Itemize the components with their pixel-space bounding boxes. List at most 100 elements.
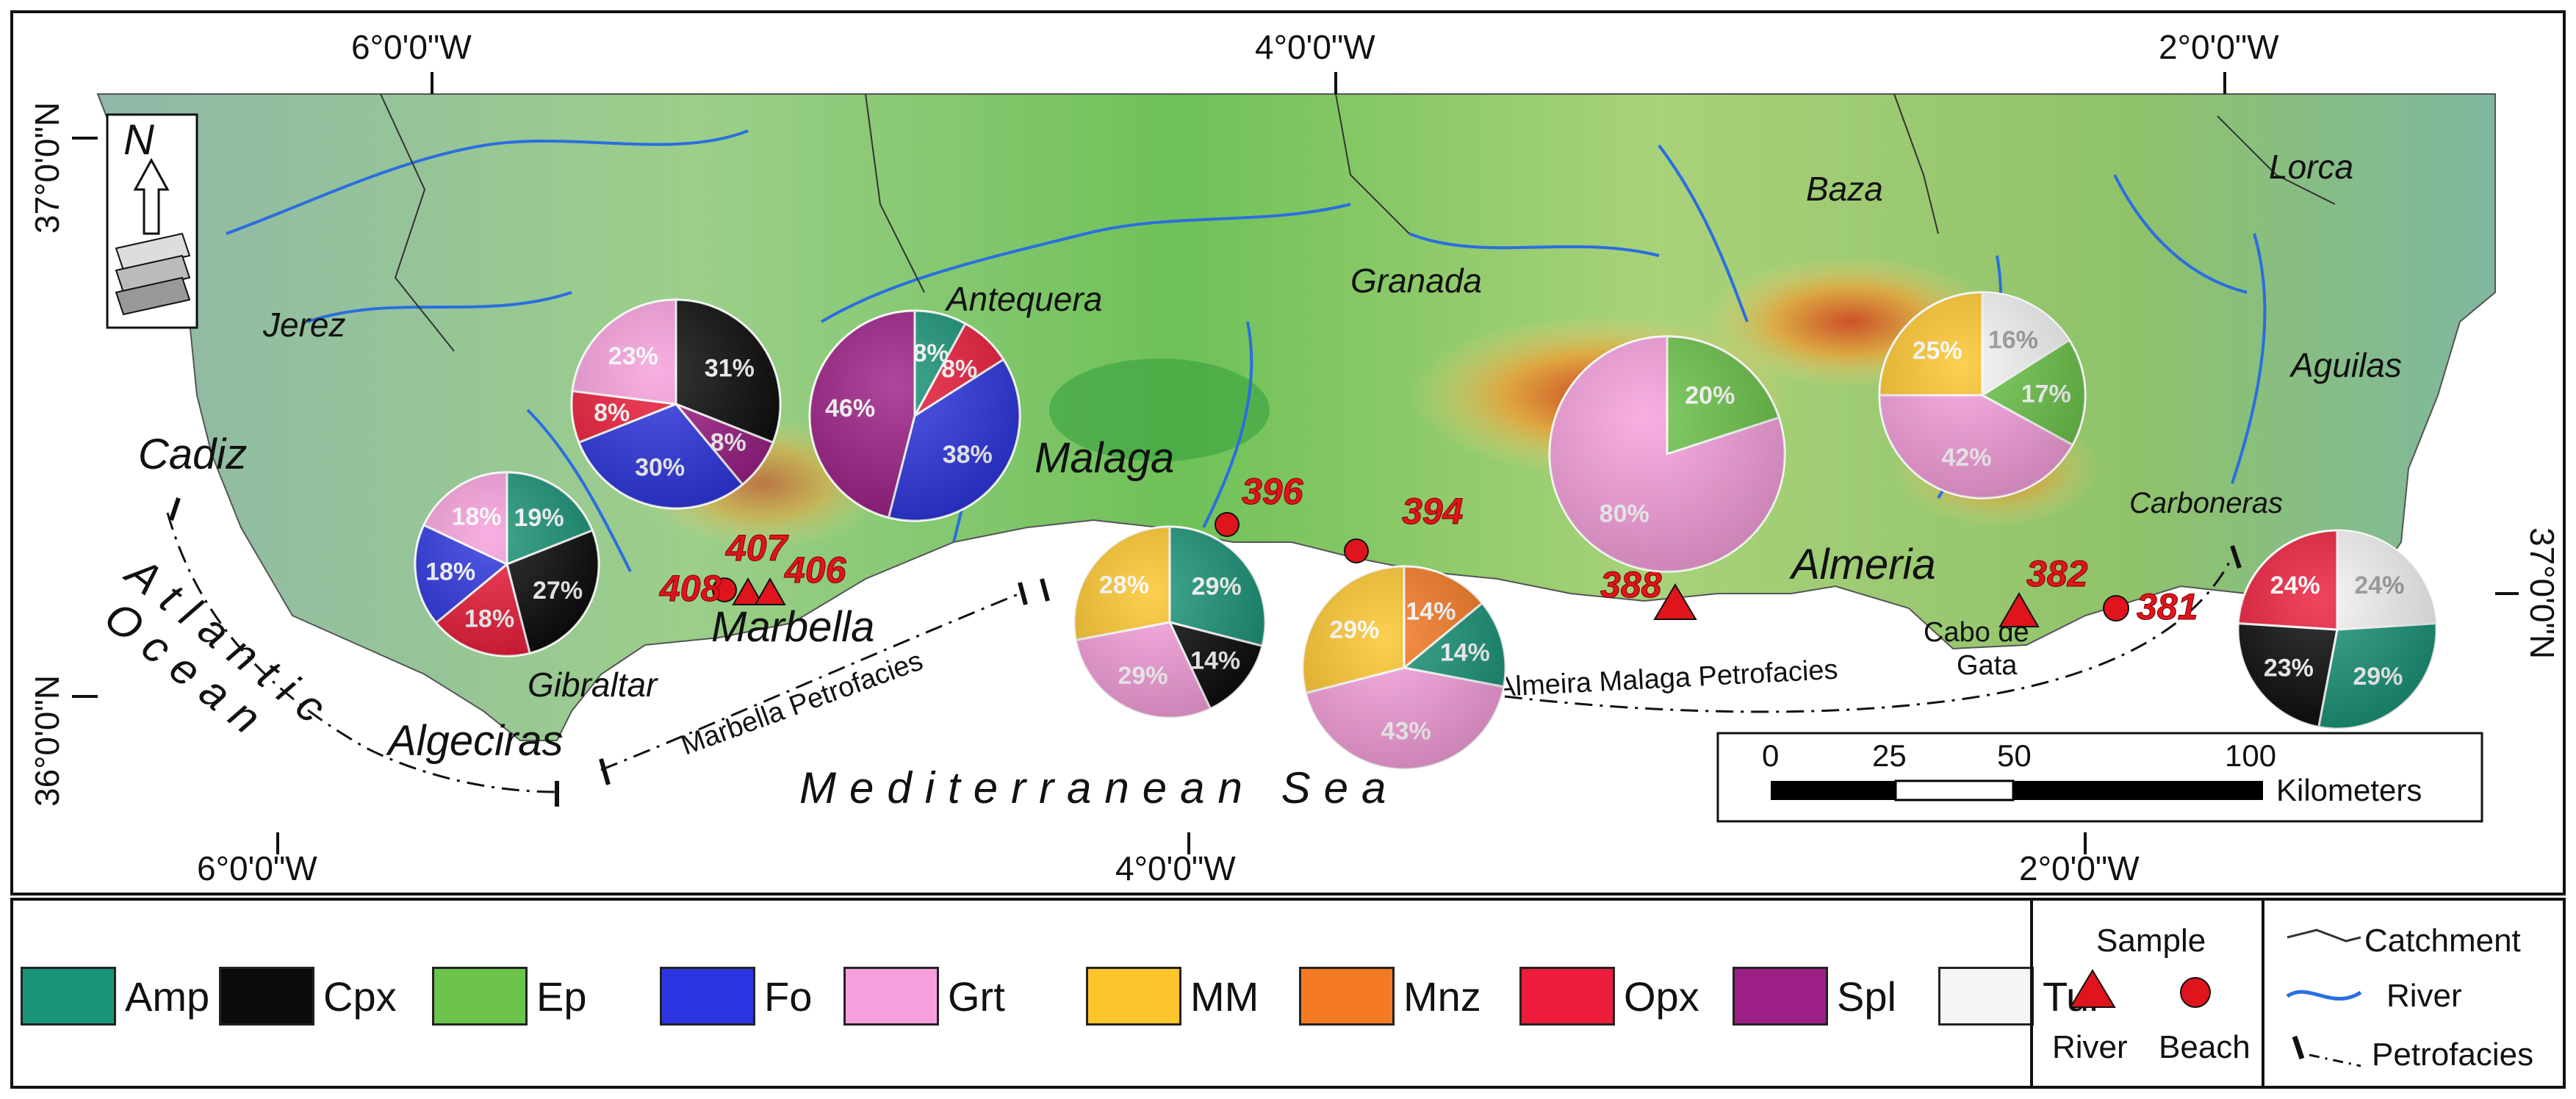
legend-label-ep: Ep: [536, 973, 587, 1020]
pie-7-label-ep: 17%: [2021, 380, 2071, 408]
pie-1-label-opx: 18%: [464, 605, 514, 633]
north-arrow: N: [106, 113, 198, 329]
beach-marker-408[interactable]: [712, 577, 737, 602]
legend-sample-title: Sample: [2096, 923, 2206, 959]
river-marker-406[interactable]: [754, 577, 786, 605]
pie-6-label-grt: 80%: [1600, 500, 1649, 527]
river-marker-382[interactable]: [1998, 592, 2040, 627]
legend-item-grt: Grt: [843, 967, 1005, 1026]
pie-1-label-cpx: 27%: [533, 577, 583, 605]
legend-river-label: River: [2052, 1029, 2128, 1065]
legend-item-fo: Fo: [660, 967, 812, 1026]
legend-line-symbols: [2286, 929, 2362, 1067]
sample-label-382: 382: [2026, 553, 2088, 594]
pie-chart-1: 19% 27% 18% 18% 18%: [414, 471, 600, 657]
north-arrow-label: N: [123, 116, 154, 164]
place-cadiz: Cadiz: [138, 430, 247, 478]
petrofacies-boundary: [166, 512, 2234, 793]
river-marker-388[interactable]: [1653, 583, 1697, 620]
lon-top-4w: 4°0'0"W: [1255, 28, 1375, 66]
river-marker-407[interactable]: [732, 577, 764, 605]
place-carboneras: Carboneras: [2129, 487, 2283, 519]
place-algeciras: Algeciras: [386, 717, 564, 765]
legend-swatch-mm: [1086, 967, 1181, 1026]
sample-label-408: 408: [659, 568, 722, 609]
pie-5-label-amp: 14%: [1440, 639, 1490, 667]
pie-2-label-opx: 8%: [594, 399, 630, 427]
legend-swatch-cpx: [219, 967, 314, 1026]
lon-bottom-2w: 2°0'0"W: [2019, 849, 2140, 887]
graticule-ticks: [72, 72, 2519, 854]
sample-label-396: 396: [1242, 471, 1304, 512]
beach-marker-396[interactable]: [1215, 512, 1240, 537]
sample-labels: 408 407 406 396 394 388 382 381: [659, 471, 2198, 628]
scale-tick-100: 100: [2225, 738, 2276, 773]
pie-5-label-grt: 43%: [1381, 718, 1431, 746]
legend-catchment-label: Catchment: [2364, 923, 2521, 959]
legend-swatch-mnz: [1299, 967, 1395, 1026]
land-mass: [96, 93, 2496, 741]
legend-label-fo: Fo: [764, 973, 813, 1020]
lat-left-37n: 37°0'0"N: [28, 102, 66, 234]
legend-item-ep: Ep: [432, 967, 587, 1026]
legend-item-amp: Amp: [21, 967, 209, 1026]
pie-4-label-grt: 29%: [1118, 662, 1168, 690]
pie-3-label-spl: 46%: [825, 394, 875, 422]
pie-6-label-ep: 20%: [1685, 382, 1735, 410]
place-aguilas: Aguilas: [2289, 346, 2402, 384]
beach-marker-381[interactable]: [2103, 595, 2129, 621]
legend-swatch-grt: [843, 967, 939, 1026]
lon-top-6w: 6°0'0"W: [351, 28, 472, 66]
pie-chart-6: 20% 80%: [1548, 335, 1786, 573]
legend-swatch-fo: [660, 967, 755, 1026]
lat-right-37n: 37°0'0"N: [2523, 527, 2561, 659]
map-canvas: N 6°0'0"W 4°0'0"W 2°0'0"W 6°0'0"W 4°0'0"…: [28, 28, 2561, 887]
pie-8-label-cpx: 23%: [2264, 654, 2314, 682]
legend-label-spl: Spl: [1837, 973, 1896, 1020]
legend-beach-symbol: [2180, 977, 2211, 1008]
pie-7-label-tur: 16%: [1988, 326, 2038, 354]
legend-petrofacies-tick: [2292, 1035, 2305, 1060]
sample-label-406: 406: [784, 550, 847, 591]
pie-4-label-cpx: 14%: [1190, 646, 1240, 674]
pie-chart-5: 14% 14% 43% 29%: [1301, 565, 1507, 771]
catchment-lines: [380, 93, 2336, 352]
place-almeria: Almeria: [1789, 541, 1936, 588]
label-almeria-malaga-petrofacies: Almeira Malaga Petrofacies: [1496, 655, 1838, 703]
pie-1-label-amp: 19%: [514, 504, 564, 532]
legend-panel: Amp Cpx Ep Fo Grt MM Mnz Opx Spl Tur Sample River…: [10, 898, 2566, 1089]
pie-8-label-tur: 24%: [2354, 572, 2404, 599]
legend-label-mm: MM: [1190, 973, 1259, 1020]
beach-marker-394[interactable]: [1344, 538, 1369, 563]
legend-beach-label: Beach: [2159, 1029, 2251, 1065]
legend-label-grt: Grt: [948, 973, 1005, 1020]
pie-5-label-mm: 29%: [1329, 616, 1379, 644]
label-marbella-petrofacies: Marbella Petrofacies: [677, 646, 927, 762]
place-lorca: Lorca: [2269, 148, 2353, 186]
legend-item-tur: Tur: [1938, 967, 2103, 1026]
sierra-malaga-relief: [1049, 358, 1270, 461]
pie-1-label-fo: 18%: [425, 558, 475, 586]
legend-river-line-label: River: [2386, 978, 2462, 1014]
legend-swatch-opx: [1519, 967, 1615, 1026]
pie-4-label-mm: 28%: [1099, 572, 1149, 599]
legend-river-line-symbol: [2286, 990, 2362, 1001]
place-antequera: Antequera: [944, 280, 1102, 318]
scale-unit: Kilometers: [2276, 773, 2422, 807]
pie-7-label-mm: 25%: [1913, 337, 1962, 365]
lon-bottom-6w: 6°0'0"W: [197, 849, 317, 887]
pie-chart-2: 31%8%30%8%23%: [570, 298, 782, 510]
legend-petrofacies-symbol: [2309, 1053, 2361, 1067]
scale-bar: 0 25 50 100 Kilometers: [1716, 732, 2483, 823]
label-mediterranean: Mediterranean Sea: [799, 763, 1399, 812]
legend-petrofacies-label: Petrofacies: [2372, 1037, 2534, 1073]
place-baza: Baza: [1806, 170, 1883, 208]
place-malaga: Malaga: [1035, 434, 1174, 482]
pie-4-label-amp: 29%: [1192, 573, 1242, 601]
place-granada: Granada: [1350, 262, 1482, 300]
pie-chart-3: 8%8%38%46%: [808, 309, 1021, 522]
sample-markers: [712, 512, 2129, 627]
legend-label-opx: Opx: [1624, 973, 1699, 1020]
pie-7-label-grt: 42%: [1941, 444, 1991, 472]
lon-top-2w: 2°0'0"W: [2159, 28, 2279, 66]
